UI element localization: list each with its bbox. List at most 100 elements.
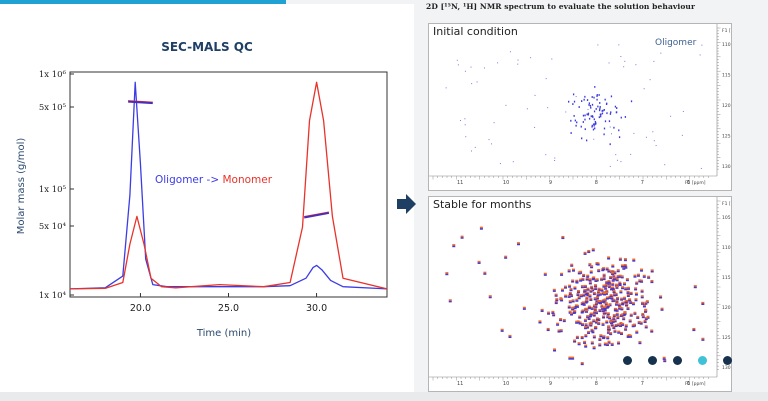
nmr-peak: [483, 273, 487, 275]
nmr-peak: [594, 278, 598, 281]
nmr-peak: [547, 313, 551, 315]
nmr-peak: [592, 347, 596, 350]
nmr-peak: [582, 275, 586, 278]
nmr-peak: [615, 287, 619, 289]
nmr-peak: [620, 307, 624, 309]
nmr-peak: [598, 94, 600, 96]
nmr-peak: [640, 303, 644, 305]
slide-dot[interactable]: [648, 356, 657, 365]
nmr-peak: [590, 306, 594, 309]
nmr-peak: [610, 111, 612, 114]
nmr-header: 2D [¹⁵N, ¹H] NMR spectrum to evaluate th…: [426, 2, 696, 11]
nmr-peak: [594, 306, 598, 309]
nmr-peak: [585, 299, 589, 302]
nmr-peak: [660, 52, 662, 54]
nmr-peak: [609, 294, 613, 296]
nmr-peak: [594, 288, 598, 291]
nmr-peak: [579, 294, 583, 296]
nmr-peak: [464, 118, 466, 120]
nmr-peak: [612, 318, 616, 321]
nmr-peak: [562, 320, 566, 323]
nmr-peak: [602, 275, 606, 277]
nmr-peak: [588, 294, 592, 296]
nmr-peak: [607, 269, 611, 272]
nmr-peak: [591, 248, 595, 250]
nmr-peak: [612, 278, 616, 281]
nmr-peak: [522, 306, 526, 309]
nmr-peak: [629, 302, 633, 304]
nmr-peak: [622, 318, 626, 321]
nmr-peak: [577, 272, 581, 275]
nmr-peak: [470, 66, 472, 68]
nmr-peak: [604, 98, 606, 101]
nmr-peak: [572, 93, 575, 96]
nmr-peak: [592, 276, 596, 279]
nmr-peak: [567, 296, 571, 298]
nmr-peak: [608, 316, 612, 318]
nmr-peak: [615, 299, 619, 302]
nmr-peak: [552, 290, 556, 292]
nmr-peak: [630, 153, 632, 155]
nmr-peak: [644, 325, 648, 327]
slide-dot-active[interactable]: [698, 356, 707, 365]
nmr-peak: [615, 283, 619, 286]
slide-dot[interactable]: [673, 356, 682, 365]
nmr-peak: [626, 293, 630, 296]
nmr-peak: [554, 157, 556, 159]
nmr-peak: [593, 309, 597, 311]
nmr-peak: [512, 161, 514, 163]
slide-dot[interactable]: [723, 356, 732, 365]
nmr-peak: [610, 324, 614, 327]
panel-title-stable: Stable for months: [433, 198, 532, 211]
nmr-peak: [603, 133, 605, 136]
nmr-peak: [584, 334, 588, 336]
nmr-peak: [598, 343, 602, 345]
nmr-peak: [626, 286, 630, 289]
nmr-peak: [587, 251, 591, 254]
nmr-peak: [634, 298, 638, 300]
nmr-peak: [609, 333, 613, 336]
nmr-peak: [570, 263, 574, 266]
footer-strip: [0, 392, 768, 401]
nmr-peak: [617, 330, 621, 333]
nmr-peak: [570, 313, 574, 316]
nmr-peak: [590, 328, 594, 331]
nmr-peak: [609, 295, 613, 298]
nmr-peak: [593, 118, 595, 121]
nmr-peak: [598, 308, 602, 311]
nmr-peak: [530, 57, 532, 59]
nmr-peak: [598, 337, 602, 340]
nmr-peak: [616, 275, 620, 277]
nmr-peak: [500, 330, 504, 332]
nmr-peak: [612, 289, 616, 292]
nmr-peak: [606, 304, 610, 307]
nmr-peak: [592, 346, 596, 348]
nmr-peak: [448, 300, 452, 303]
nmr-peak: [581, 324, 585, 327]
nmr-peak: [460, 237, 464, 239]
nmr-peak: [571, 268, 575, 271]
nmr-peak: [477, 262, 481, 264]
nmr-peak: [599, 102, 601, 104]
nmr-peak: [571, 308, 575, 311]
nmr-peak: [642, 274, 646, 277]
nmr-peak: [597, 300, 601, 303]
nmr-peak: [568, 284, 572, 287]
nmr-peak: [569, 288, 573, 290]
nmr-peak: [623, 313, 627, 316]
nmr-peak: [650, 331, 654, 333]
nmr-peak: [586, 294, 590, 297]
nmr-peak: [615, 314, 619, 316]
nmr-peak: [612, 316, 616, 319]
nmr-peak: [583, 290, 587, 293]
nmr-peak: [610, 323, 614, 326]
nmr-peak: [590, 285, 594, 288]
nmr-peak: [653, 140, 655, 142]
nmr-peak: [575, 281, 579, 283]
nmr-peak: [588, 279, 592, 282]
nmr-peak: [640, 270, 644, 272]
nmr-peak: [600, 279, 604, 281]
nmr-peak: [576, 320, 580, 322]
nmr-peak: [616, 298, 620, 300]
slide-dot[interactable]: [623, 356, 632, 365]
